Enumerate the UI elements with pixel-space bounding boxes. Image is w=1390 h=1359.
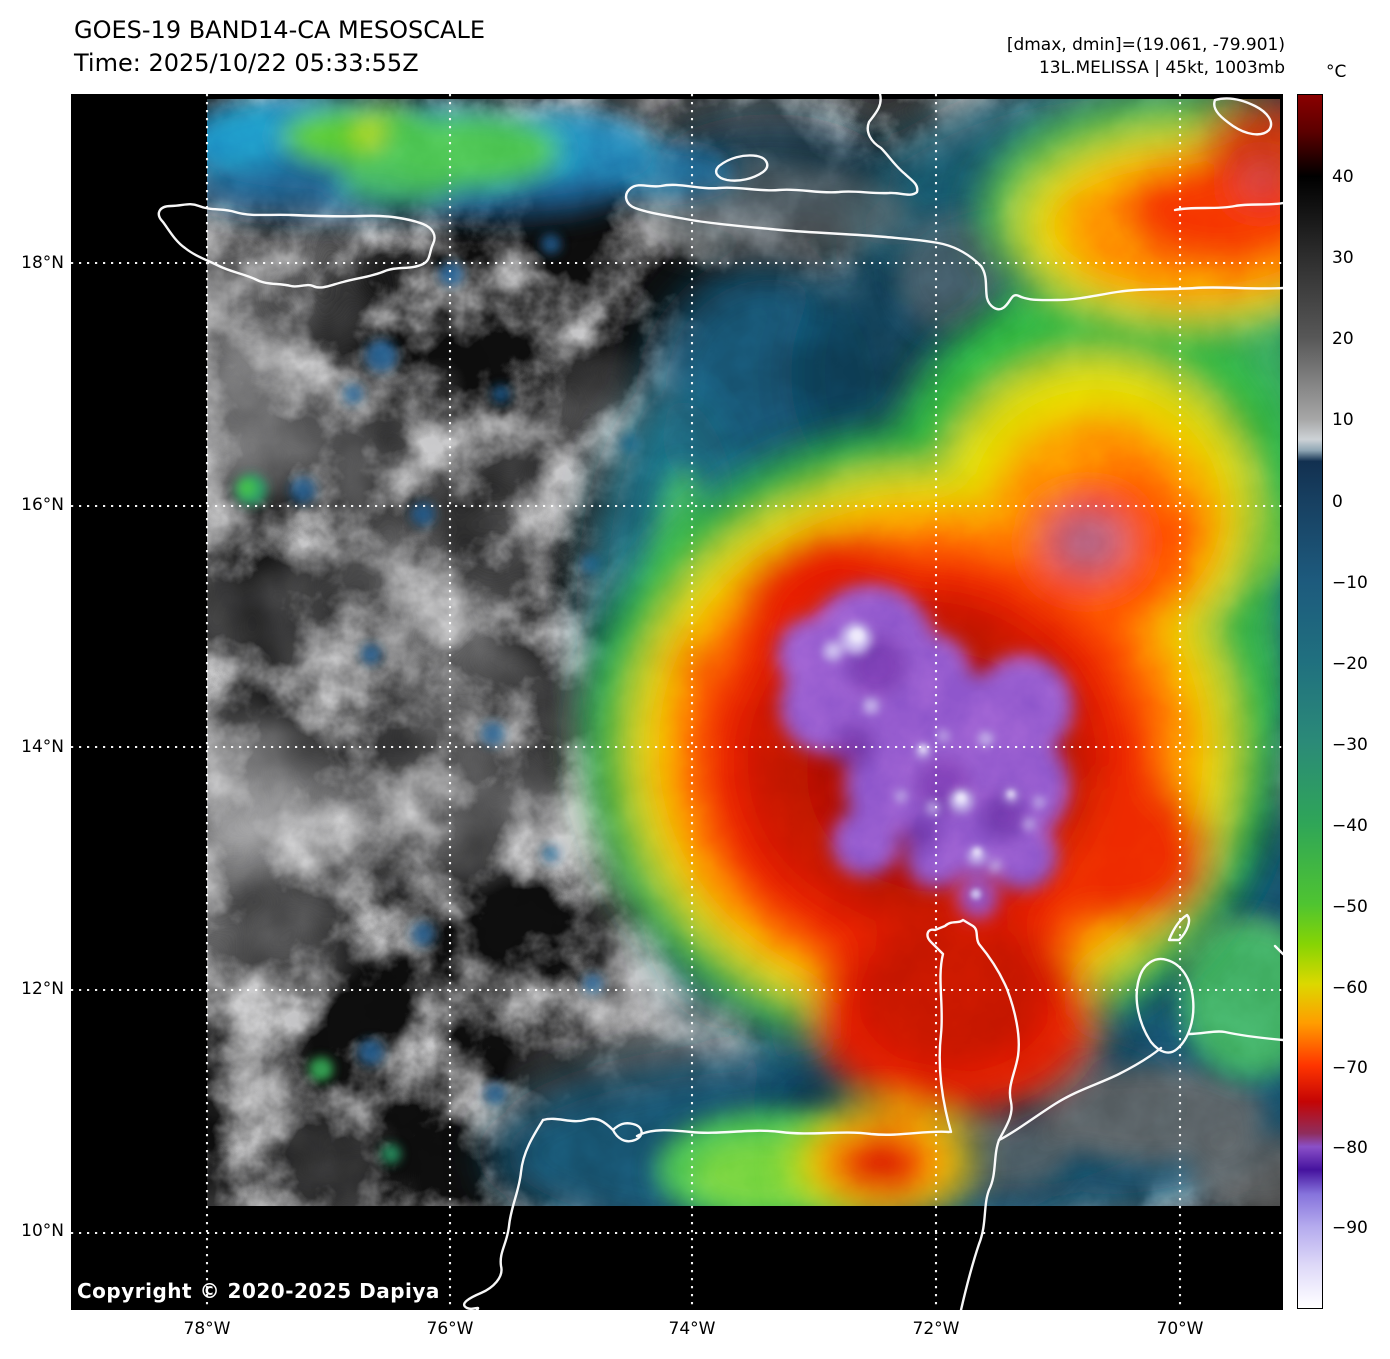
coastline-aruba [1167, 913, 1191, 942]
lon-label-76w: 76°W [426, 1319, 474, 1339]
colorbar-unit-label: °C [1326, 62, 1347, 82]
lon-label-74w: 74°W [668, 1319, 716, 1339]
lat-label-12n: 12°N [21, 979, 64, 999]
lon-label-70w: 70°W [1156, 1319, 1204, 1339]
coastline-gulf-of-venezuela [997, 1046, 1163, 1142]
colorbar-tick-0: 0 [1332, 492, 1343, 512]
satellite-map-canvas [71, 94, 1283, 1310]
colorbar-tick-m60: −60 [1332, 978, 1368, 998]
coastline-hispaniola [624, 94, 1283, 311]
colorbar-tick-30: 30 [1332, 248, 1354, 268]
colorbar-tick-m20: −20 [1332, 654, 1368, 674]
map-plot-area [71, 94, 1283, 1310]
lat-label-18n: 18°N [21, 253, 64, 273]
annotation-block: [dmax, dmin]=(19.061, -79.901) 13L.MELIS… [1007, 34, 1285, 80]
copyright-watermark: Copyright © 2020-2025 Dapiya [77, 1279, 440, 1303]
colorbar [1297, 94, 1323, 1309]
coastline-colombia [462, 1118, 545, 1310]
coastline-tortuga-island [1213, 97, 1273, 136]
lon-label-72w: 72°W [912, 1319, 960, 1339]
page-title: GOES-19 BAND14-CA MESOSCALE [74, 16, 485, 44]
colorbar-tick-40: 40 [1332, 167, 1354, 187]
storm-info-annotation: 13L.MELISSA | 45kt, 1003mb [1038, 58, 1285, 78]
coastline-curacao [1273, 944, 1283, 956]
coastline-guajira-peninsula [926, 918, 1020, 1310]
colorbar-tick-20: 20 [1332, 329, 1354, 349]
dmax-dmin-annotation: [dmax, dmin]=(19.061, -79.901) [1006, 35, 1285, 55]
coastline-colombia-north [541, 1117, 951, 1143]
timestamp-label: Time: 2025/10/22 05:33:55Z [74, 49, 419, 77]
satellite-imagery [207, 99, 1280, 1206]
colorbar-tick-m70: −70 [1332, 1058, 1368, 1078]
coastline-hispaniola-north [1173, 201, 1283, 212]
colorbar-tick-m40: −40 [1332, 816, 1368, 836]
lat-label-16n: 16°N [21, 495, 64, 515]
colorbar-tick-10: 10 [1332, 410, 1354, 430]
colorbar-gradient [1298, 95, 1322, 1308]
mottle-texture [207, 99, 1280, 1206]
coastline-gonave-island [715, 154, 769, 182]
lat-label-10n: 10°N [21, 1221, 64, 1241]
colorbar-tick-m50: −50 [1332, 897, 1368, 917]
colorbar-tick-m30: −30 [1332, 735, 1368, 755]
coastline-venezuela-east [1187, 1030, 1283, 1042]
colorbar-tick-m80: −80 [1332, 1138, 1368, 1158]
colorbar-tick-m10: −10 [1332, 573, 1368, 593]
lat-label-14n: 14°N [21, 737, 64, 757]
graticule [71, 94, 1283, 1310]
colorbar-tick-m90: −90 [1332, 1218, 1368, 1238]
lon-label-78w: 78°W [183, 1319, 231, 1339]
